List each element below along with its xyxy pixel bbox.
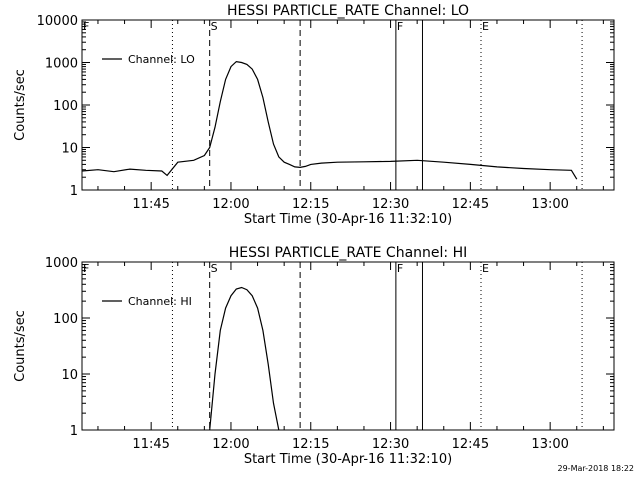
x-axis-label: Start Time (30-Apr-16 11:32:10): [244, 212, 452, 227]
y-tick-label: 10000: [37, 14, 78, 29]
x-tick-label: 12:30: [372, 437, 409, 452]
x-tick-label: 12:15: [292, 437, 329, 452]
legend-label: Channel: HI: [128, 295, 192, 308]
y-tick-label: 1: [70, 184, 78, 199]
x-tick-label: 12:45: [452, 437, 489, 452]
x-tick-label: 12:15: [292, 197, 329, 212]
chart-panel-1: HESSI PARTICLE_RATE Channel: LO 1 10 100 100…: [13, 3, 615, 227]
x-tick-label: 13:00: [531, 437, 568, 452]
chart-panel-2: HESSI PARTICLE_RATE Channel: HI 1 10 100 100…: [13, 245, 615, 467]
plot-frame: [81, 19, 615, 191]
x-tick-label: 11:45: [132, 437, 169, 452]
y-tick-label: 1: [70, 424, 78, 439]
y-tick-label: 10: [61, 368, 78, 383]
legend-label: Channel: LO: [128, 53, 195, 66]
x-tick-label: 12:30: [372, 197, 409, 212]
x-tick-label: 11:45: [132, 197, 169, 212]
event-marker-label: S: [211, 262, 218, 275]
footer-timestamp: 29-Mar-2018 18:22: [557, 464, 635, 473]
x-axis-label: Start Time (30-Apr-16 11:32:10): [244, 452, 452, 467]
y-tick-label: 10: [61, 142, 78, 157]
y-tick-label: 1000: [45, 256, 78, 271]
series-line: [209, 286, 280, 431]
event-marker-label: E: [482, 262, 489, 275]
x-tick-label: 12:00: [212, 437, 249, 452]
chart-title: HESSI PARTICLE_RATE Channel: HI: [229, 245, 467, 261]
x-tick-label: 12:00: [212, 197, 249, 212]
event-marker-label: F: [83, 262, 89, 275]
y-tick-label: 100: [53, 99, 78, 114]
event-marker-label: F: [397, 262, 403, 275]
x-tick-label: 13:00: [531, 197, 568, 212]
event-marker-label: E: [482, 20, 489, 33]
plot-frame: [81, 261, 615, 431]
series-line: [81, 60, 578, 180]
y-axis-label: Counts/sec: [13, 310, 28, 382]
y-tick-label: 1000: [45, 57, 78, 72]
event-marker-label: F: [397, 20, 403, 33]
y-axis-label: Counts/sec: [13, 69, 28, 141]
y-tick-label: 100: [53, 312, 78, 327]
chart-title: HESSI PARTICLE_RATE Channel: LO: [227, 3, 469, 19]
event-marker-label: S: [211, 20, 218, 33]
x-tick-label: 12:45: [452, 197, 489, 212]
event-marker-label: F: [83, 20, 89, 33]
